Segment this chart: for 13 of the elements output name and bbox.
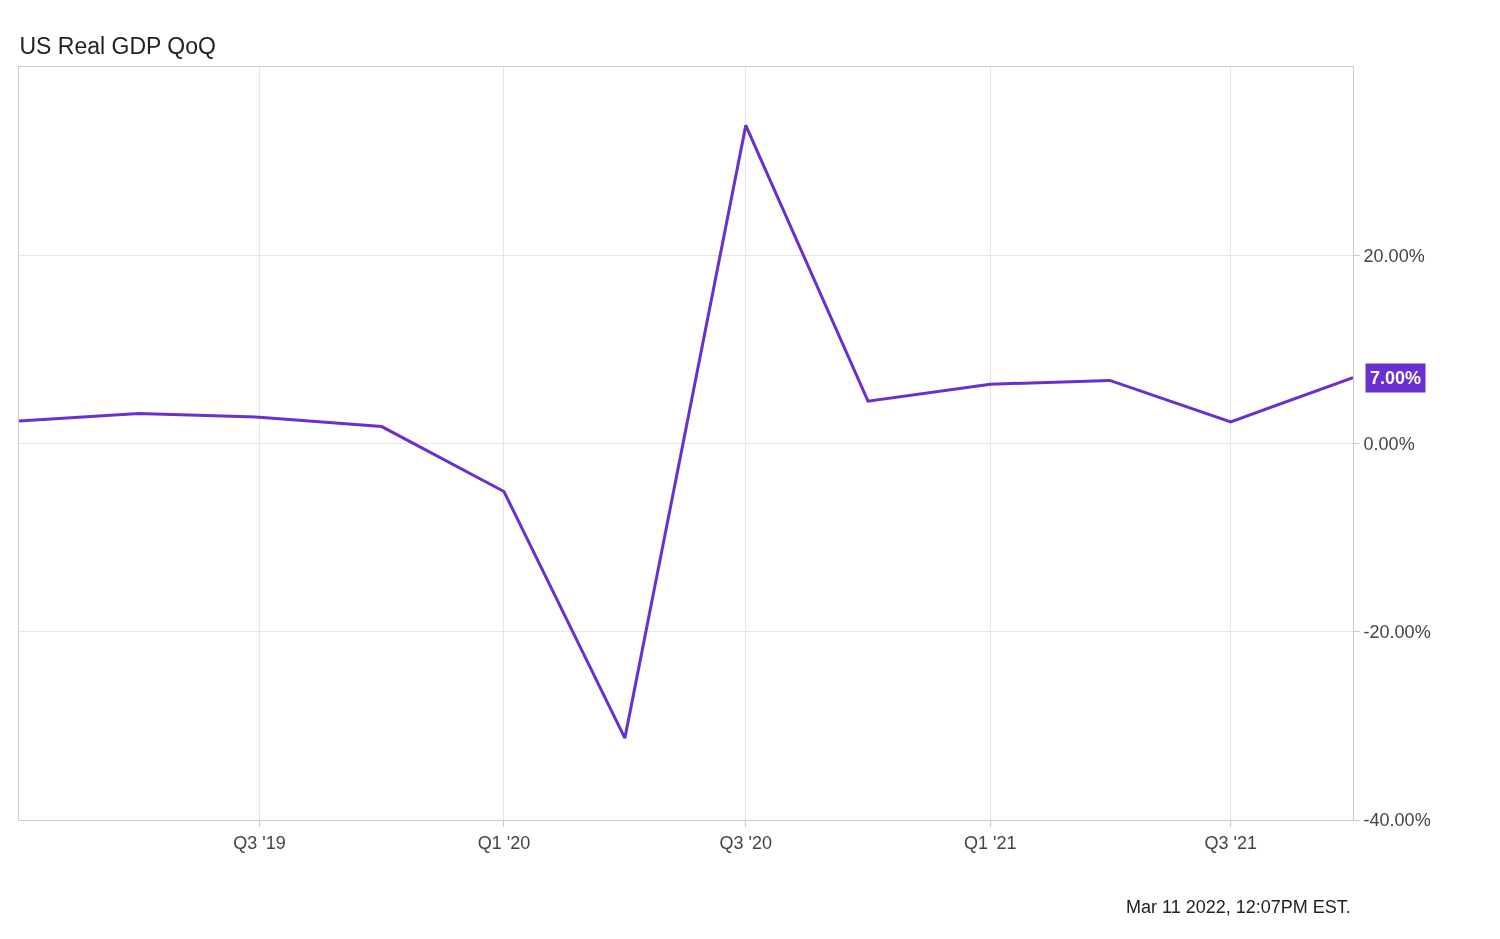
x-tick-label: Q3 '20 <box>719 832 773 853</box>
text: Mar 11 2022, 12:07PM EST. <box>1126 897 1351 917</box>
y-tick-label: -40.00% <box>1363 810 1431 831</box>
x-tick-label: Q3 '21 <box>1204 832 1257 853</box>
y-tick-label: -20.00% <box>1363 622 1431 643</box>
x-tick-label: Q3 '19 <box>233 832 286 853</box>
x-tick-label: Q1 '20 <box>477 832 531 853</box>
chart-title: US Real GDP QoQ <box>19 32 216 59</box>
line-series <box>19 123 1353 740</box>
x-tick-label: Q1 '21 <box>964 832 1017 853</box>
y-tick-label: 20.00% <box>1363 245 1425 266</box>
data-label: 7.00% <box>1370 368 1422 388</box>
y-tick-label: 0.00% <box>1363 433 1415 454</box>
